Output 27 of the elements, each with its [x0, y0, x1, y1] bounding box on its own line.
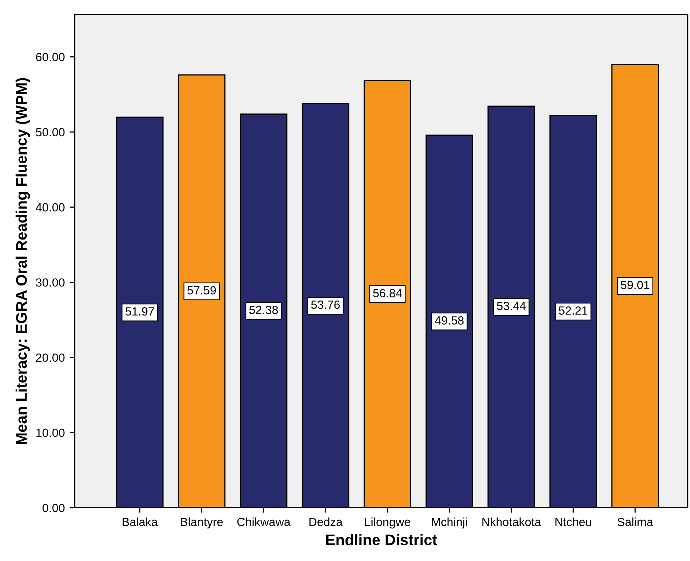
y-tick-label: 40.00	[36, 203, 65, 212]
x-tick-label: Lilongwe	[365, 518, 410, 529]
x-tick-label: Blantyre	[181, 518, 224, 529]
y-tick-label: 50.00	[36, 128, 65, 137]
data-label: 56.84	[373, 289, 402, 298]
x-tick-label: Nkhotakota	[482, 518, 542, 526]
y-tick-label: 60.00	[36, 53, 65, 62]
y-tick-label: 10.00	[36, 428, 65, 438]
x-tick-label: Chikwawa	[238, 518, 291, 526]
y-tick-label: 30.00	[36, 278, 65, 287]
x-tick-label: Dedza	[310, 518, 343, 526]
x-tick-label: Salima	[618, 518, 654, 526]
x-tick-label: Ntcheu	[556, 518, 592, 526]
data-label: 52.21	[559, 306, 588, 315]
y-axis-title: Mean Literacy: EGRA Oral Reading Fluency (WPM)	[16, 78, 30, 444]
data-label: 53.76	[311, 300, 340, 310]
x-tick-label: Mchinji	[432, 518, 468, 529]
data-label: 57.59	[188, 286, 216, 295]
data-label: 52.38	[250, 306, 278, 314]
data-label: 59.01	[621, 281, 650, 290]
data-label: 53.44	[497, 302, 526, 310]
x-axis-title: Endline District	[326, 534, 438, 546]
data-label: 49.58	[435, 316, 464, 325]
data-label: 51.97	[126, 308, 154, 316]
x-tick-label: Balaka	[122, 518, 158, 526]
y-tick-label: 20.00	[36, 354, 65, 362]
y-tick-label: 0.00	[42, 504, 65, 512]
